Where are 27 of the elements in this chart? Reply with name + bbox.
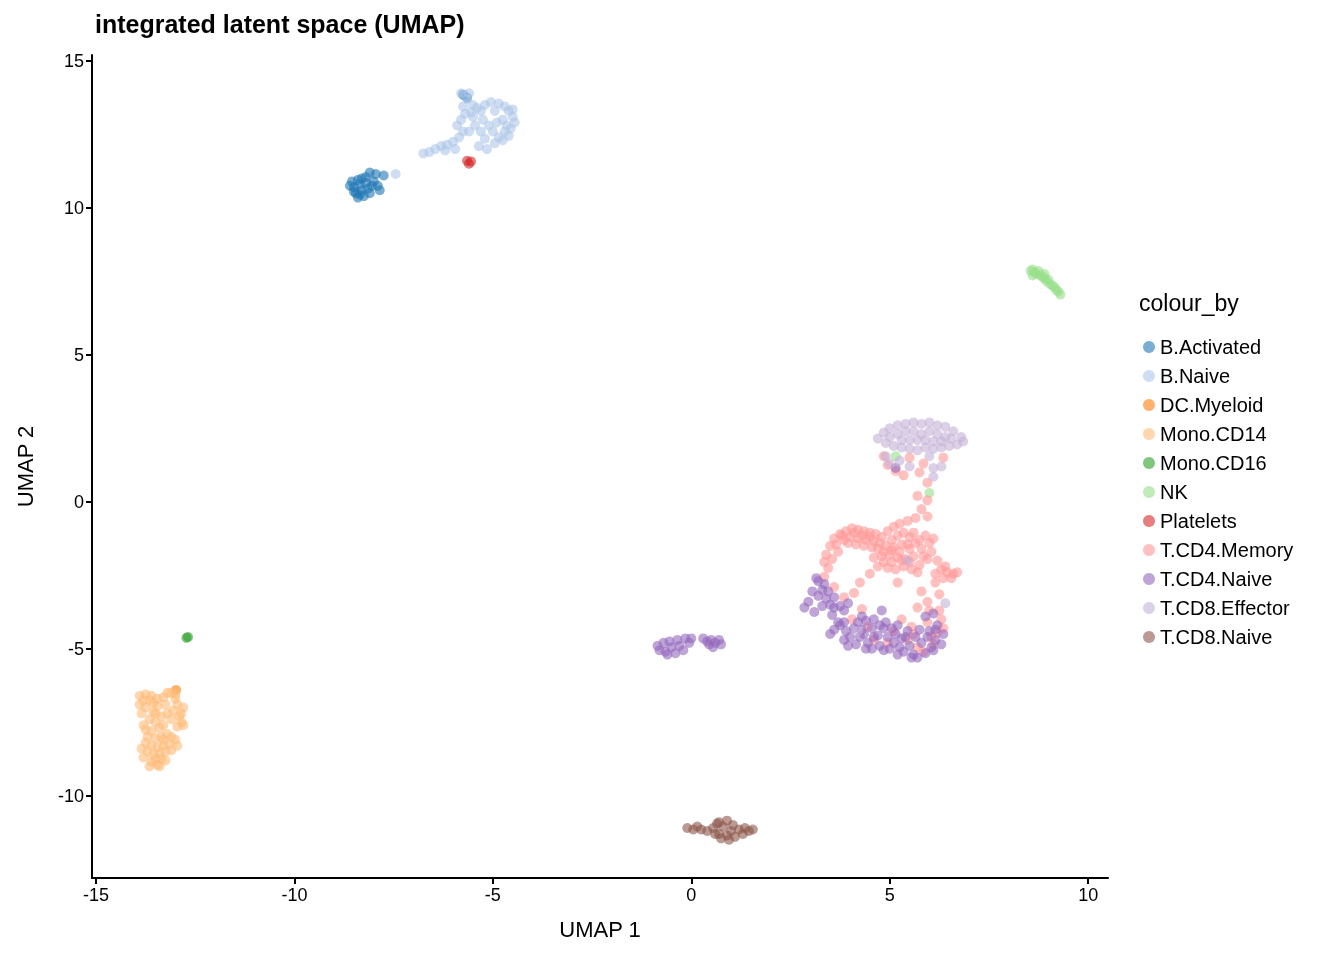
legend-label: T.CD4.Memory: [1160, 539, 1294, 561]
x-tick-label: -15: [82, 885, 109, 905]
x-tick-label: -10: [281, 885, 308, 905]
y-tick-label: -10: [57, 785, 84, 806]
legend-label: B.Naive: [1160, 365, 1231, 387]
legend-label: Mono.CD16: [1160, 452, 1267, 474]
legend-title: colour_by: [1139, 289, 1240, 316]
y-tick-label: 10: [63, 197, 84, 218]
legend-label: NK: [1160, 481, 1189, 503]
y-tick-label: -5: [67, 638, 84, 659]
x-tick-label: -5: [484, 885, 501, 905]
legend-label: B.Activated: [1160, 336, 1262, 358]
legend-label: T.CD8.Effector: [1160, 597, 1291, 619]
y-tick-label: 5: [73, 344, 84, 365]
y-tick-label: 0: [73, 491, 84, 512]
x-axis-title: UMAP 1: [559, 916, 641, 942]
y-tick-label: 15: [63, 50, 84, 71]
x-tick-label: 10: [1078, 885, 1099, 905]
legend-label: T.CD8.Naive: [1160, 626, 1273, 648]
x-tick-label: 5: [884, 885, 895, 905]
chart-title: integrated latent space (UMAP): [95, 9, 465, 38]
x-tick-label: 0: [686, 885, 697, 905]
legend-label: DC.Myeloid: [1160, 394, 1264, 416]
y-axis-title: UMAP 2: [12, 425, 38, 508]
legend-label: Mono.CD14: [1160, 423, 1267, 445]
legend-label: Platelets: [1160, 510, 1237, 532]
legend-label: T.CD4.Naive: [1160, 568, 1273, 590]
